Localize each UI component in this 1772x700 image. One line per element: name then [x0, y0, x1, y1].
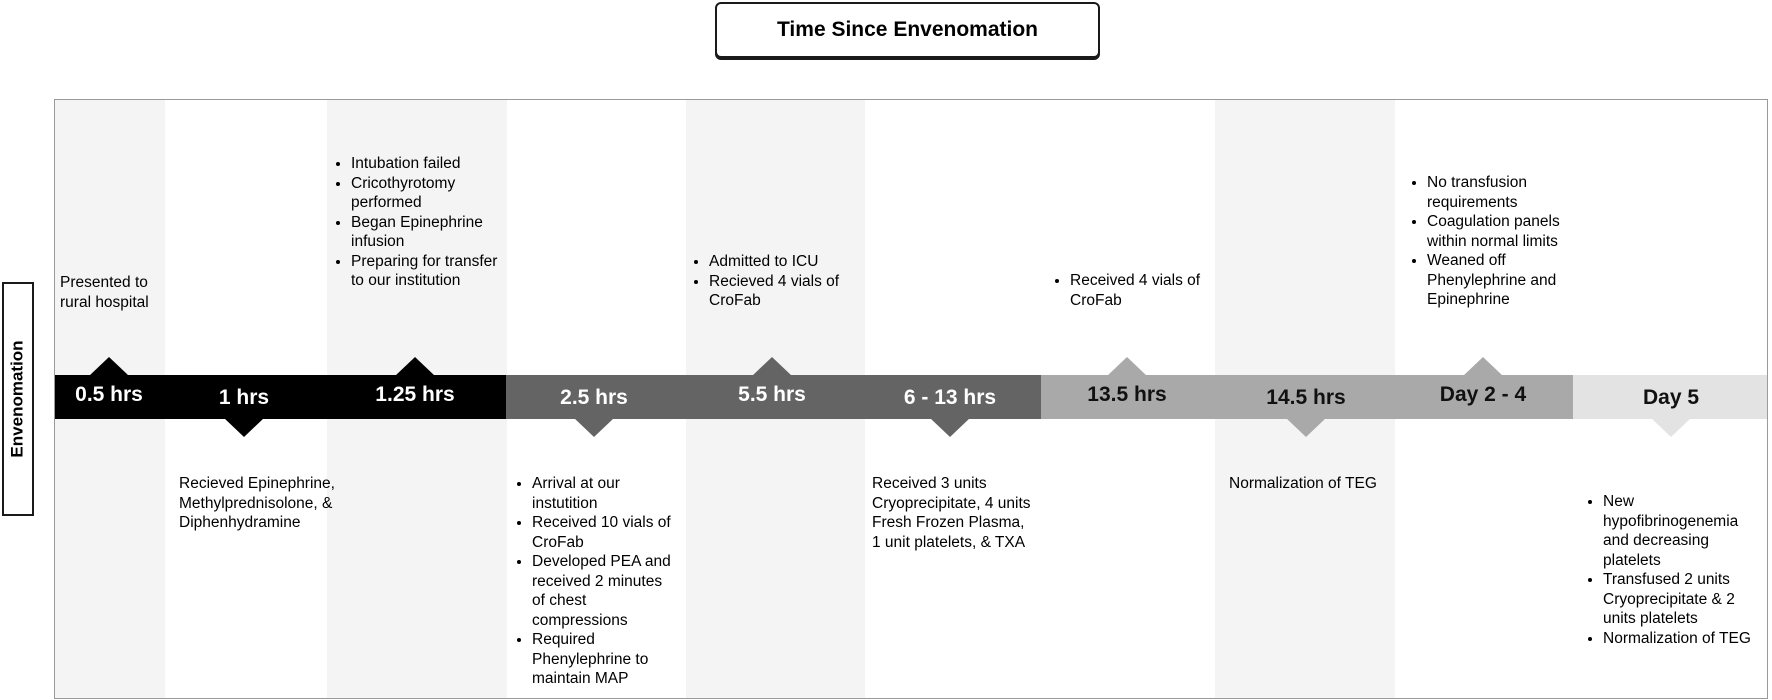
time-label: 14.5 hrs [1266, 386, 1346, 409]
event-text: Recieved Epinephrine, Methylprednisolone… [179, 475, 335, 531]
event-bullet: Preparing for transfer to our institutio… [351, 252, 505, 291]
envenomation-label: Envenomation [8, 340, 27, 458]
event-text: Normalization of TEG [1229, 475, 1377, 492]
timeline-phase-band [1573, 375, 1767, 419]
milestone-pointer-bottom [224, 418, 264, 437]
event-bullet: Intubation failed [351, 154, 505, 174]
event-bullet: Coagulation panels within normal limits [1427, 212, 1579, 251]
event-bullet: Recieved 4 vials of CroFab [709, 272, 861, 311]
milestone-pointer-bottom [574, 418, 614, 437]
envenomation-label-box: Envenomation [2, 282, 34, 516]
milestone-pointer-top [395, 357, 435, 376]
event-bullet: Required Phenylephrine to maintain MAP [532, 630, 674, 689]
event-bullets: Admitted to ICURecieved 4 vials of CroFa… [691, 252, 861, 311]
event-bullets: New hypofibrinogenemia and decreasing pl… [1585, 492, 1763, 648]
event-bullets: No transfusion requirementsCoagulation p… [1409, 173, 1579, 310]
event-bullet: Began Epinephrine infusion [351, 213, 505, 252]
time-label: 1 hrs [218, 386, 270, 409]
event-note: Normalization of TEG [1229, 474, 1399, 494]
timeline-frame: 0.5 hrs Presented to rural hospital 1 hrs R… [54, 99, 1768, 699]
timeline-phase-band [55, 375, 506, 419]
time-label: 1.25 hrs [375, 383, 455, 406]
time-label: 0.5 hrs [75, 383, 143, 406]
event-bullet: New hypofibrinogenemia and decreasing pl… [1603, 492, 1763, 570]
event-bullet: Cricothyrotomy performed [351, 174, 505, 213]
event-text: Received 3 units Cryoprecipitate, 4 unit… [872, 475, 1031, 551]
event-note: Received 4 vials of CroFab [1052, 271, 1212, 310]
time-label: Day 2 - 4 [1439, 383, 1527, 406]
event-bullet: Normalization of TEG [1603, 629, 1763, 649]
milestone-pointer-top [1107, 357, 1147, 376]
event-note: Presented to rural hospital [60, 273, 170, 312]
event-text: Presented to rural hospital [60, 274, 149, 311]
time-label: 6 - 13 hrs [903, 386, 997, 409]
timeline-title: Time Since Envenomation [715, 2, 1100, 58]
event-bullet: Weaned off Phenylephrine and Epinephrine [1427, 251, 1579, 310]
event-bullet: Received 4 vials of CroFab [1070, 271, 1212, 310]
event-note: Admitted to ICURecieved 4 vials of CroFa… [691, 252, 861, 311]
event-bullet: No transfusion requirements [1427, 173, 1579, 212]
time-label: 5.5 hrs [738, 383, 806, 406]
time-label: Day 5 [1642, 386, 1700, 409]
milestone-pointer-bottom [1286, 418, 1326, 437]
event-note: No transfusion requirementsCoagulation p… [1409, 173, 1579, 310]
timeline-phase-band [1041, 375, 1573, 419]
event-bullets: Received 4 vials of CroFab [1052, 271, 1212, 310]
event-bullet: Developed PEA and received 2 minutes of … [532, 552, 674, 630]
milestone-pointer-bottom [930, 418, 970, 437]
event-bullet: Admitted to ICU [709, 252, 861, 272]
milestone-pointer-top [752, 357, 792, 376]
event-note: Arrival at our instutitionReceived 10 vi… [514, 474, 674, 689]
time-label: 13.5 hrs [1087, 383, 1167, 406]
milestone-pointer-bottom [1651, 418, 1691, 437]
time-label: 2.5 hrs [560, 386, 628, 409]
event-note: Received 3 units Cryoprecipitate, 4 unit… [872, 474, 1037, 552]
event-note: Recieved Epinephrine, Methylprednisolone… [179, 474, 349, 533]
timeline-phase-band [506, 375, 1041, 419]
event-note: New hypofibrinogenemia and decreasing pl… [1585, 492, 1763, 648]
event-bullet: Received 10 vials of CroFab [532, 513, 674, 552]
event-bullets: Intubation failedCricothyrotomy performe… [333, 154, 505, 291]
event-bullet: Arrival at our instutition [532, 474, 674, 513]
milestone-pointer-top [1463, 357, 1503, 376]
event-note: Intubation failedCricothyrotomy performe… [333, 154, 505, 291]
event-bullet: Transfused 2 units Cryoprecipitate & 2 u… [1603, 570, 1763, 629]
event-bullets: Arrival at our instutitionReceived 10 vi… [514, 474, 674, 689]
milestone-pointer-top [89, 357, 129, 376]
